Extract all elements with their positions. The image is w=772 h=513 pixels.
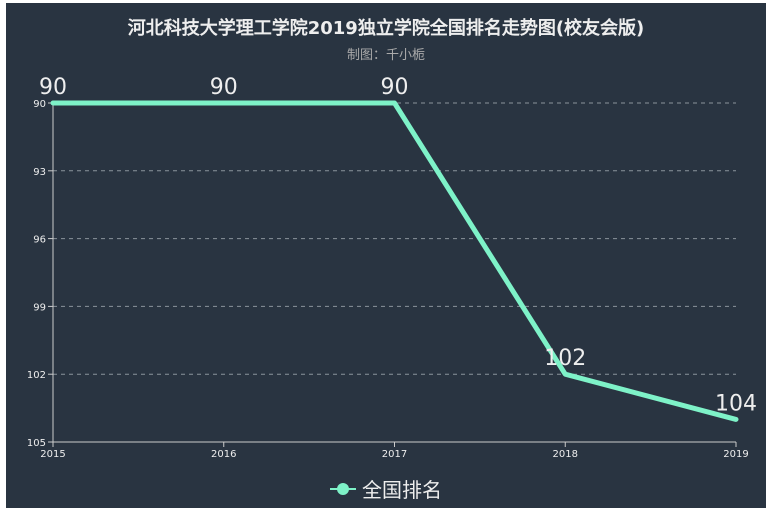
legend-label: 全国排名 [362,478,442,502]
x-tick-label: 2019 [723,449,748,460]
y-tick-label: 105 [27,438,46,449]
y-tick-label: 102 [27,370,46,381]
chart-title: 河北科技大学理工学院2019独立学院全国排名走势图(校友会版) [127,18,645,39]
y-tick-label: 93 [33,167,46,178]
chart-panel [6,3,766,508]
y-tick-label: 90 [33,99,46,110]
series-line[interactable] [50,100,739,422]
y-tick-label: 99 [33,302,46,313]
x-tick-label: 2018 [553,449,578,460]
data-label: 90 [210,75,238,100]
chart-subtitle: 制图：千小栀 [346,48,425,63]
y-tick-label: 96 [33,235,46,246]
x-tick-label: 2016 [211,449,236,460]
x-tick-label: 2017 [382,449,407,460]
legend[interactable]: 全国排名 [0,474,772,503]
data-label: 90 [381,75,409,100]
data-label: 104 [715,391,757,416]
legend-line-dot-icon [330,482,356,496]
x-tick-label: 2015 [40,449,65,460]
data-label: 102 [544,346,586,371]
data-label: 90 [39,75,67,100]
